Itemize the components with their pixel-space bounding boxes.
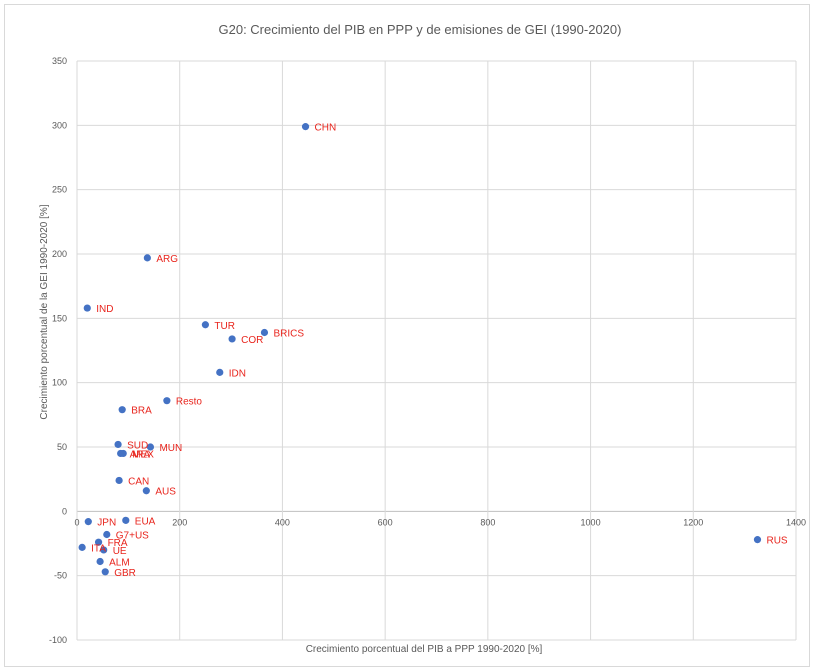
data-point-ind: [83, 304, 91, 312]
x-tick-label: 200: [172, 517, 187, 527]
y-tick-label: 200: [52, 249, 67, 259]
data-point-arg: [143, 254, 151, 262]
data-point-ita: [78, 543, 86, 551]
x-axis-title: Crecimiento porcentual del PIB a PPP 199…: [306, 644, 543, 655]
x-tick-label: 1000: [581, 517, 601, 527]
point-label: MEX: [132, 449, 154, 460]
y-tick-label: 0: [62, 506, 67, 516]
chart-frame: [4, 4, 810, 667]
point-label: ARA: [130, 449, 151, 460]
point-label: BRICS: [273, 328, 304, 339]
point-label: SUD: [127, 440, 148, 451]
y-tick-label: -50: [54, 571, 67, 581]
point-label: ITA: [91, 543, 106, 554]
x-tick-label: 400: [275, 517, 290, 527]
data-point-brics: [260, 328, 269, 337]
point-label: IND: [96, 304, 113, 315]
data-point-cor: [228, 335, 236, 343]
point-label: CHN: [315, 123, 337, 134]
point-label: G7+US: [116, 530, 149, 541]
y-tick-label: -100: [49, 635, 67, 645]
y-tick-label: 350: [52, 56, 67, 66]
data-point-g7-us: [103, 530, 111, 539]
data-point-eua: [122, 516, 130, 524]
data-point-can: [115, 476, 123, 485]
data-point-rus: [753, 536, 762, 544]
point-label: ARG: [156, 254, 178, 265]
y-tick-label: 50: [57, 442, 67, 452]
data-point-bra: [118, 406, 126, 414]
data-points: [78, 123, 762, 576]
point-label: COR: [241, 335, 263, 346]
data-point-gbr: [101, 568, 109, 576]
gridlines: [76, 60, 797, 641]
data-point-mex: [119, 449, 127, 458]
y-axis-title: Crecimiento porcentual de la GEI 1990-20…: [39, 204, 50, 419]
data-point-idn: [216, 368, 224, 376]
x-tick-label: 0: [74, 517, 79, 527]
y-tick-label: 250: [52, 185, 67, 195]
point-label: RUS: [766, 536, 787, 547]
data-point-resto: [163, 397, 171, 405]
point-label: UE: [113, 546, 127, 557]
data-point-ue: [100, 546, 108, 554]
data-point-chn: [301, 123, 310, 131]
x-tick-label: 1400: [786, 517, 806, 527]
point-label: CAN: [128, 476, 149, 487]
y-tick-label: 100: [52, 378, 67, 388]
point-label: ALM: [109, 558, 130, 569]
y-tick-label: 150: [52, 313, 67, 323]
point-label: FRA: [108, 538, 128, 549]
chart-title: G20: Crecimiento del PIB en PPP y de emi…: [219, 22, 622, 37]
point-label: MUN: [159, 443, 182, 454]
point-label: GBR: [114, 568, 136, 579]
data-point-sud: [114, 440, 122, 449]
point-label: AUS: [155, 487, 176, 498]
data-point-mun: [146, 443, 155, 451]
x-tick-label: 600: [378, 517, 393, 527]
point-label: EUA: [135, 516, 156, 527]
point-labels: CHN ARG IND TUR BRICS COR IDN Resto BRA SUD MUN ARA…: [91, 123, 788, 579]
data-point-alm: [96, 557, 104, 566]
data-point-fra: [94, 538, 103, 546]
y-tick-label: 300: [52, 120, 67, 130]
point-label: IDN: [229, 368, 246, 379]
point-label: JPN: [97, 518, 116, 529]
data-point-tur: [201, 321, 209, 329]
tick-labels: -100 -50 0 50 100 150 200 250 300 350 0 200 400 600 80…: [49, 56, 806, 645]
x-tick-label: 1200: [683, 517, 703, 527]
data-point-aus: [142, 487, 150, 495]
point-label: BRA: [131, 406, 152, 417]
point-label: Resto: [176, 397, 203, 408]
point-label: TUR: [214, 321, 235, 332]
data-point-jpn: [84, 518, 92, 526]
x-tick-label: 800: [480, 517, 495, 527]
